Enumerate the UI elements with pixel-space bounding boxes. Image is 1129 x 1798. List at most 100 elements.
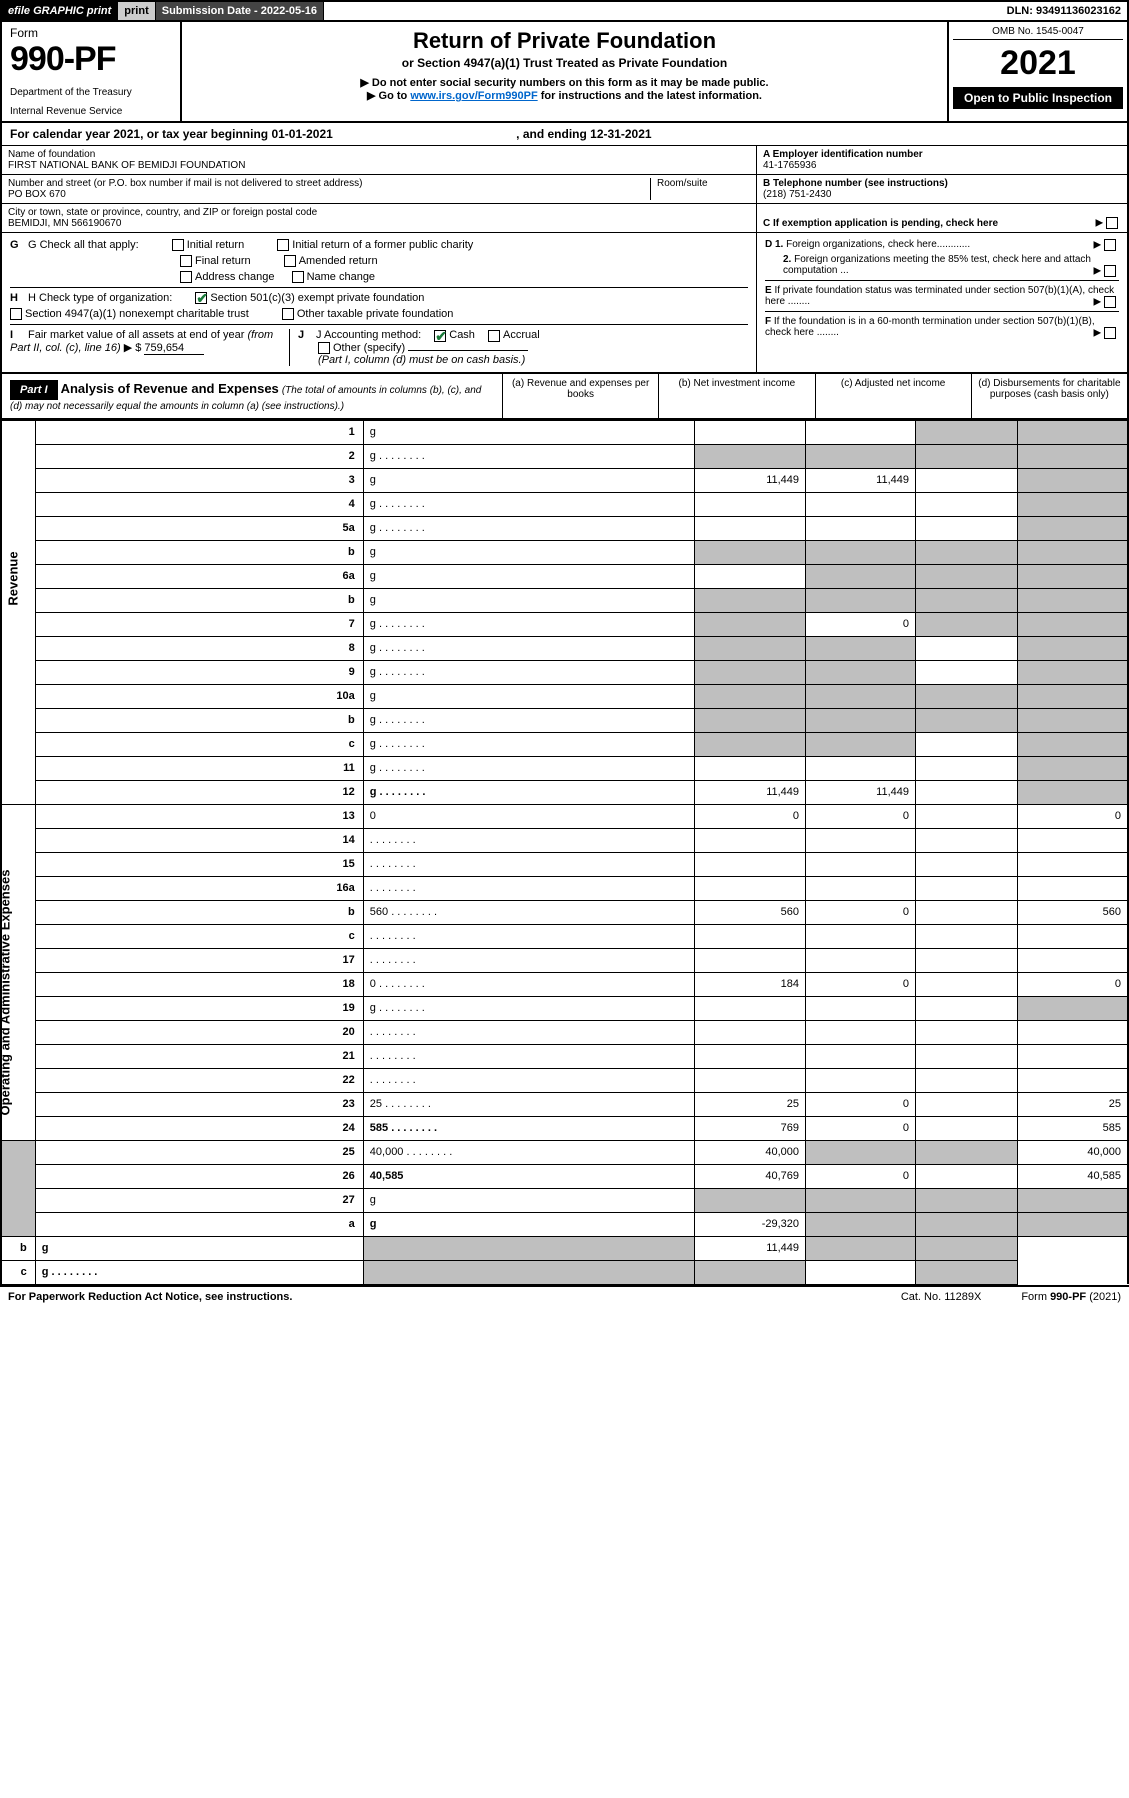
cell-a	[694, 444, 805, 468]
e-checkbox[interactable]	[1104, 296, 1116, 308]
row-number: 10a	[35, 684, 363, 708]
row-desc: 585 . . . . . . . .	[363, 1116, 694, 1140]
cell-c	[916, 1092, 1018, 1116]
footer-catno: Cat. No. 11289X	[901, 1291, 982, 1303]
row-number: 13	[35, 804, 363, 828]
table-row: ag-29,320	[1, 1212, 1128, 1236]
cell-b	[806, 444, 916, 468]
cell-c	[916, 1188, 1018, 1212]
table-row: 20 . . . . . . . .	[1, 1020, 1128, 1044]
table-row: 3g11,44911,449	[1, 468, 1128, 492]
row-number: 17	[35, 948, 363, 972]
cell-a: 40,000	[694, 1140, 805, 1164]
efile-label[interactable]: efile GRAPHIC print	[2, 2, 118, 20]
table-row: 7g . . . . . . . .0	[1, 612, 1128, 636]
cell-b: 11,449	[806, 468, 916, 492]
row-number: 26	[35, 1164, 363, 1188]
print-button[interactable]: print	[118, 2, 155, 20]
row-desc: g . . . . . . . .	[363, 636, 694, 660]
row-number: 14	[35, 828, 363, 852]
cell-d	[1018, 996, 1128, 1020]
c-label: C If exemption application is pending, c…	[763, 218, 998, 229]
ein-value: 41-1765936	[763, 160, 1121, 171]
cell-b	[806, 1188, 916, 1212]
row-desc: . . . . . . . .	[363, 948, 694, 972]
cell-c	[916, 756, 1018, 780]
row-desc: g	[363, 588, 694, 612]
cell-c	[916, 1140, 1018, 1164]
header-mid: Return of Private Foundation or Section …	[182, 22, 947, 121]
row-number: 16a	[35, 876, 363, 900]
row-desc: g . . . . . . . .	[35, 1260, 363, 1284]
cell-a	[694, 636, 805, 660]
cell-b	[806, 1068, 916, 1092]
h-4947-checkbox[interactable]	[10, 308, 22, 320]
row-number: 27	[35, 1188, 363, 1212]
cell-d	[1018, 924, 1128, 948]
cell-b	[806, 756, 916, 780]
c-checkbox[interactable]	[1106, 217, 1118, 229]
cell-c	[916, 924, 1018, 948]
cell-c	[916, 660, 1018, 684]
row-number: 18	[35, 972, 363, 996]
row-number: 8	[35, 636, 363, 660]
row-desc: g . . . . . . . .	[363, 516, 694, 540]
cell-d	[916, 1236, 1018, 1260]
f-checkbox[interactable]	[1104, 327, 1116, 339]
table-row: 2640,58540,769040,585	[1, 1164, 1128, 1188]
cell-d	[1018, 420, 1128, 444]
name-label: Name of foundation	[8, 149, 750, 160]
row-desc: 0 . . . . . . . .	[363, 972, 694, 996]
col-b-header: (b) Net investment income	[658, 374, 814, 418]
addr-value: PO BOX 670	[8, 189, 650, 200]
d1-checkbox[interactable]	[1104, 239, 1116, 251]
cell-d	[1018, 1212, 1128, 1236]
table-row: 22 . . . . . . . .	[1, 1068, 1128, 1092]
row-number: 25	[35, 1140, 363, 1164]
footer-left: For Paperwork Reduction Act Notice, see …	[8, 1291, 901, 1303]
cell-d	[1018, 852, 1128, 876]
cell-a	[694, 732, 805, 756]
cell-d	[1018, 540, 1128, 564]
h-other-checkbox[interactable]	[282, 308, 294, 320]
table-row: 21 . . . . . . . .	[1, 1044, 1128, 1068]
row-number: b	[1, 1236, 35, 1260]
j-other-checkbox[interactable]	[318, 342, 330, 354]
j-cash-checkbox[interactable]	[434, 330, 446, 342]
phone-value: (218) 751-2430	[763, 189, 1121, 200]
table-row: 14 . . . . . . . .	[1, 828, 1128, 852]
cell-d	[1018, 588, 1128, 612]
g-initial-checkbox[interactable]	[172, 239, 184, 251]
dln-label: DLN: 93491136023162	[1001, 2, 1127, 20]
cell-c	[916, 492, 1018, 516]
row-desc: g . . . . . . . .	[363, 612, 694, 636]
row-desc: g	[363, 684, 694, 708]
g-address-checkbox[interactable]	[180, 271, 192, 283]
d2-checkbox[interactable]	[1104, 265, 1116, 277]
table-row: 4g . . . . . . . .	[1, 492, 1128, 516]
h-501c3-checkbox[interactable]	[195, 292, 207, 304]
g-final-checkbox[interactable]	[180, 255, 192, 267]
cell-a	[694, 516, 805, 540]
cell-b	[806, 828, 916, 852]
g-initial-public-checkbox[interactable]	[277, 239, 289, 251]
j-accrual-checkbox[interactable]	[488, 330, 500, 342]
cell-a	[694, 660, 805, 684]
form-number: 990-PF	[10, 40, 172, 79]
irs-link[interactable]: www.irs.gov/Form990PF	[410, 90, 537, 102]
cell-a	[694, 948, 805, 972]
row-number: 21	[35, 1044, 363, 1068]
cell-c	[916, 972, 1018, 996]
part1-title: Analysis of Revenue and Expenses	[61, 381, 279, 396]
table-row: bg	[1, 588, 1128, 612]
row-number: 22	[35, 1068, 363, 1092]
page-footer: For Paperwork Reduction Act Notice, see …	[0, 1285, 1129, 1307]
cell-c	[916, 516, 1018, 540]
g-amended-checkbox[interactable]	[284, 255, 296, 267]
table-row: 8g . . . . . . . .	[1, 636, 1128, 660]
g-name-checkbox[interactable]	[292, 271, 304, 283]
row-desc: 0	[363, 804, 694, 828]
instr-2: ▶ Go to www.irs.gov/Form990PF for instru…	[192, 89, 937, 102]
cell-d	[1018, 828, 1128, 852]
cell-d: 585	[1018, 1116, 1128, 1140]
